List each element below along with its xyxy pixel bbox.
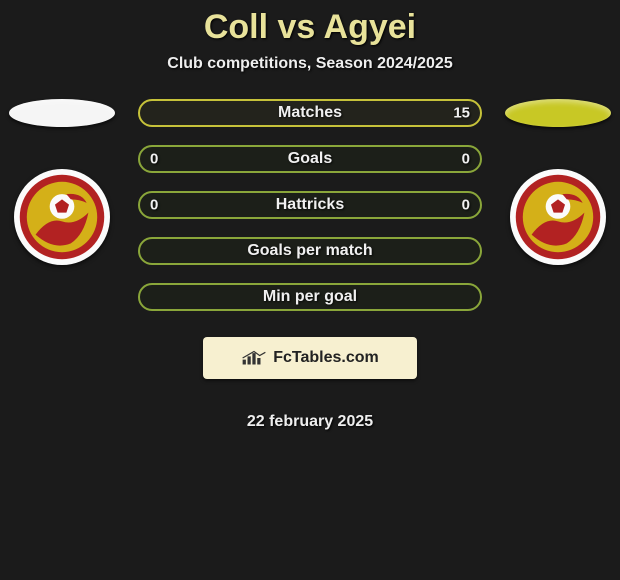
stat-label: Hattricks: [276, 196, 344, 214]
club-crest-icon: [18, 173, 106, 261]
stat-row-min-per-goal: Min per goal: [138, 283, 482, 311]
source-logo-text: FcTables.com: [273, 349, 379, 367]
club-badge-right: [510, 169, 606, 265]
stat-row-hattricks: 0 Hattricks 0: [138, 191, 482, 219]
page-subtitle: Club competitions, Season 2024/2025: [167, 55, 452, 73]
stat-left-value: 0: [150, 197, 158, 214]
stat-row-matches: Matches 15: [138, 99, 482, 127]
stat-right-value: 0: [462, 197, 470, 214]
page-title: Coll vs Agyei: [204, 8, 416, 47]
stat-label: Matches: [278, 104, 342, 122]
date-label: 22 february 2025: [138, 413, 482, 431]
stat-label: Min per goal: [263, 288, 357, 306]
club-crest-icon: [514, 173, 602, 261]
stat-label: Goals: [288, 150, 332, 168]
player-right-oval: [505, 99, 611, 127]
stat-row-goals-per-match: Goals per match: [138, 237, 482, 265]
player-left-oval: [9, 99, 115, 127]
stat-label: Goals per match: [247, 242, 372, 260]
club-badge-left: [14, 169, 110, 265]
stat-right-value: 0: [462, 151, 470, 168]
left-side: [2, 99, 122, 265]
stat-row-goals: 0 Goals 0: [138, 145, 482, 173]
source-logo[interactable]: FcTables.com: [203, 337, 417, 379]
stats-center: Matches 15 0 Goals 0 0 Hattricks 0 Goals…: [138, 99, 482, 431]
stat-left-value: 0: [150, 151, 158, 168]
bar-chart-icon: [241, 349, 267, 367]
comparison-layout: Matches 15 0 Goals 0 0 Hattricks 0 Goals…: [0, 99, 620, 431]
right-side: [498, 99, 618, 265]
stat-right-value: 15: [453, 105, 470, 122]
